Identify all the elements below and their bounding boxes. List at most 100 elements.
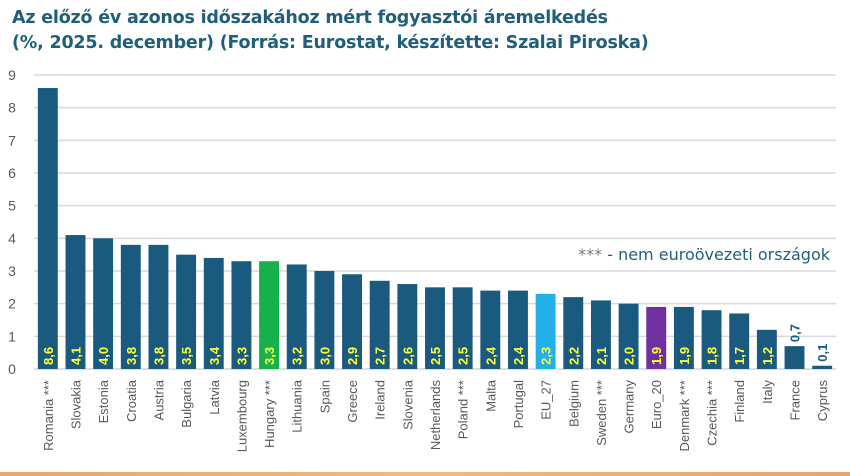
y-tick-label: 0: [8, 361, 16, 377]
category-label: Austria: [151, 379, 166, 420]
y-tick-label: 9: [8, 67, 16, 83]
x-axis-labels: Romania *** Slovakia Estonia Croatia Austria…: [41, 379, 830, 452]
value-label: 2,5: [456, 347, 471, 365]
bar: [93, 238, 114, 369]
y-tick-label: 8: [8, 100, 16, 116]
bar: [314, 271, 335, 369]
category-label: Slovakia: [68, 379, 83, 429]
bar: [397, 284, 418, 369]
value-label: 3,0: [317, 347, 332, 365]
bars: [37, 88, 833, 370]
bar: [65, 235, 86, 369]
bar: [701, 310, 722, 369]
bar: [535, 293, 556, 369]
y-tick-label: 7: [8, 132, 16, 148]
category-label: Latvia: [207, 379, 222, 414]
bar: [369, 280, 390, 369]
bar: [508, 290, 528, 369]
category-label: Croatia: [124, 379, 139, 422]
bar: [812, 365, 833, 369]
value-label: 3,2: [290, 347, 305, 365]
chart-title-line-2: (%, 2025. december) (Forrás: Eurostat, k…: [12, 33, 649, 53]
category-label: Finland: [732, 380, 747, 423]
bar: [37, 88, 58, 370]
category-label: Czechia ***: [705, 380, 720, 446]
category-label: EU_27: [539, 380, 554, 420]
value-label: 2,1: [594, 347, 609, 365]
y-tick-label: 3: [8, 263, 16, 279]
bar: [480, 290, 501, 369]
category-label: Hungary ***: [262, 380, 277, 448]
value-label: 3,3: [262, 347, 277, 365]
category-label: Belgium: [566, 380, 581, 427]
category-label: Ireland: [373, 380, 388, 420]
bar: [259, 261, 280, 369]
bar: [784, 346, 805, 369]
value-label: 1,8: [705, 347, 720, 365]
category-label: Slovenia: [400, 379, 415, 430]
bar: [286, 264, 307, 369]
value-label: 0,1: [815, 344, 830, 362]
bar: [646, 306, 667, 369]
value-label: 3,5: [179, 347, 194, 365]
non-eurozone-note: *** - nem euroövezeti országok: [578, 245, 830, 264]
bar: [148, 244, 169, 369]
value-label: 0,7: [788, 324, 803, 342]
value-label: 1,7: [732, 347, 747, 365]
value-label: 1,9: [649, 347, 664, 365]
bar: [756, 329, 777, 369]
bar: [203, 257, 224, 369]
bar: [120, 244, 141, 369]
value-label: 2,3: [539, 347, 554, 365]
bar: [563, 297, 584, 369]
category-label: Cyprus: [815, 380, 830, 422]
category-label: France: [788, 380, 803, 420]
y-tick-label: 5: [8, 198, 16, 214]
value-label: 2,2: [566, 347, 581, 365]
category-label: Greece: [345, 380, 360, 423]
value-label: 2,9: [345, 347, 360, 365]
category-label: Sweden ***: [594, 380, 609, 446]
category-label: Germany: [622, 380, 637, 434]
y-tick-label: 6: [8, 165, 16, 181]
value-label: 1,2: [760, 347, 775, 365]
bottom-accent-bar: [0, 472, 850, 476]
value-label: 4,0: [96, 347, 111, 365]
category-label: Euro_20: [649, 380, 664, 429]
bar: [342, 274, 362, 369]
category-label: Estonia: [96, 379, 111, 423]
category-label: Bulgaria: [179, 379, 194, 427]
value-label: 2,6: [400, 347, 415, 365]
value-label: 1,9: [677, 347, 692, 365]
value-labels: 8,6 4,1 4,0 3,8 3,8 3,5 3,4 3,3 3,3 3,2 3,0 2,9 2,7 2…: [41, 324, 830, 365]
y-tick-label: 1: [8, 328, 16, 344]
category-label: Portugal: [511, 380, 526, 429]
value-label: 2,4: [483, 346, 498, 365]
category-label: Luxembourg: [234, 380, 249, 452]
note-stars: ***: [578, 245, 603, 264]
value-label: 3,8: [124, 347, 139, 365]
category-label: Poland ***: [456, 380, 471, 439]
chart-title-line-1: Az előző év azonos időszakához mért fogy…: [12, 8, 608, 28]
category-label: Malta: [483, 379, 498, 412]
value-label: 8,6: [41, 347, 56, 365]
value-label: 4,1: [68, 347, 83, 365]
bar: [590, 300, 611, 369]
value-label: 3,8: [151, 347, 166, 365]
value-label: 2,0: [622, 347, 637, 365]
value-label: 3,4: [207, 346, 222, 365]
bar: [425, 287, 445, 369]
note-text: - nem euroövezeti országok: [602, 245, 830, 264]
bar: [618, 303, 639, 369]
category-label: Romania ***: [41, 380, 56, 451]
chart-title: Az előző év azonos időszakához mért fogy…: [12, 6, 649, 56]
value-label: 2,7: [373, 347, 388, 365]
bar: [673, 306, 694, 369]
bar: [176, 254, 197, 369]
bar: [729, 313, 750, 369]
category-label: Netherlands: [428, 380, 443, 451]
category-label: Italy: [760, 380, 775, 404]
bar: [231, 261, 252, 369]
y-tick-label: 4: [8, 230, 16, 246]
